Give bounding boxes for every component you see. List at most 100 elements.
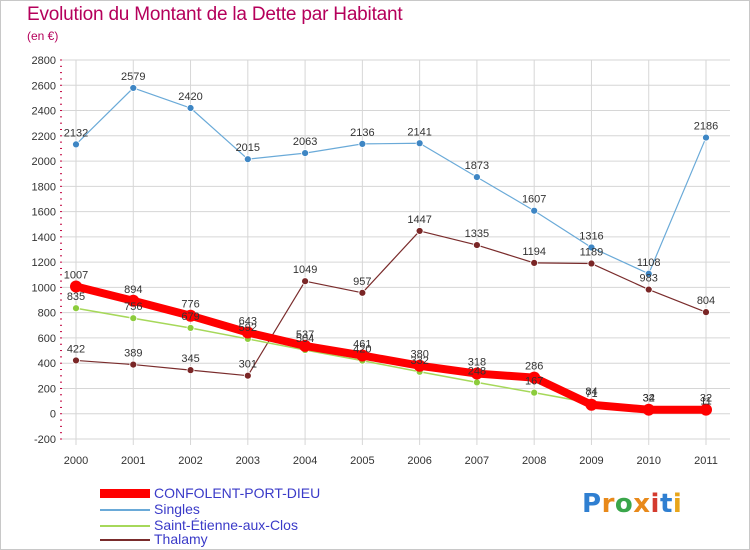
y-tick-label: 2000 [32, 156, 56, 168]
x-tick-label: 2004 [293, 455, 317, 467]
y-tick-label: 400 [38, 358, 56, 370]
data-label: 1049 [293, 264, 317, 276]
data-label: 71 [585, 388, 597, 400]
data-label: 420 [353, 344, 371, 356]
data-point-3 [186, 366, 195, 375]
y-tick-label: 1400 [32, 232, 56, 244]
series-line-1 [75, 87, 707, 275]
legend-label-singles: Singles [154, 501, 200, 517]
data-label: 1108 [637, 257, 661, 269]
data-point-2 [72, 304, 80, 313]
data-label: 422 [67, 343, 85, 355]
x-tick-label: 2001 [121, 455, 145, 467]
series-line-3 [75, 230, 707, 377]
x-tick-label: 2006 [407, 455, 431, 467]
data-label: 537 [296, 329, 314, 341]
data-label: 286 [525, 361, 543, 373]
data-label: 1316 [579, 230, 603, 242]
data-point-3 [644, 285, 653, 294]
data-label: 2579 [121, 71, 145, 83]
data-label: 957 [353, 276, 371, 288]
legend-swatch-confolent [100, 489, 150, 498]
data-point-2 [129, 314, 138, 323]
data-label: 318 [468, 357, 486, 369]
data-label: 643 [239, 316, 257, 328]
data-point-0 [470, 367, 483, 380]
y-tick-label: 2600 [32, 80, 56, 92]
brand-logo: Proxiti [582, 489, 682, 519]
data-point-0 [184, 309, 197, 322]
data-label: 389 [124, 348, 142, 360]
series-line-0 [72, 282, 710, 414]
data-label: 2141 [407, 126, 431, 138]
data-label: 2015 [236, 142, 260, 154]
data-label: 776 [181, 299, 199, 311]
data-point-0 [299, 339, 312, 352]
data-point-0 [585, 398, 598, 411]
data-point-0 [356, 349, 369, 362]
data-point-0 [642, 403, 655, 416]
data-point-3 [358, 288, 367, 297]
data-point-1 [358, 139, 367, 148]
data-point-0 [241, 326, 254, 339]
brand-logo-letter: i [672, 489, 683, 519]
x-tick-label: 2005 [350, 455, 374, 467]
y-tick-label: 2800 [32, 55, 56, 67]
legend-label-saint-etienne: Saint-Étienne-aux-Clos [154, 517, 298, 533]
x-tick-label: 2003 [236, 455, 260, 467]
data-point-3 [702, 308, 710, 317]
data-point-1 [301, 149, 309, 158]
brand-logo-letter: r [601, 489, 615, 519]
x-tick-label: 2009 [579, 455, 603, 467]
data-label: 2063 [293, 136, 317, 148]
data-label: 461 [353, 338, 371, 350]
data-label: 380 [410, 349, 428, 361]
y-tick-label: 0 [50, 409, 56, 421]
brand-logo-letter: P [582, 489, 602, 519]
data-label: 1007 [64, 270, 88, 282]
data-point-0 [700, 403, 712, 416]
brand-logo-letter: t [659, 489, 673, 519]
data-point-1 [702, 133, 710, 142]
data-point-0 [413, 359, 426, 372]
data-label: 1607 [522, 194, 546, 206]
data-label: 1873 [465, 160, 489, 172]
x-tick-label: 2010 [636, 455, 660, 467]
legend-swatch-singles [100, 509, 150, 511]
data-point-2 [186, 324, 195, 332]
data-point-0 [127, 294, 140, 307]
brand-logo-letter: i [650, 489, 660, 519]
data-label: 1194 [522, 246, 546, 258]
data-label: 1447 [407, 214, 431, 226]
x-tick-label: 2000 [64, 455, 88, 467]
y-tick-label: 1200 [32, 257, 56, 269]
data-label: 167 [525, 376, 543, 388]
data-label: 756 [124, 301, 142, 313]
data-point-1 [72, 140, 80, 149]
data-point-1 [473, 173, 481, 182]
y-tick-label: 1000 [32, 282, 56, 294]
y-tick-label: 800 [38, 308, 56, 320]
y-tick-label: 1600 [32, 207, 56, 219]
data-point-1 [186, 104, 195, 112]
data-point-3 [473, 241, 481, 249]
data-point-3 [530, 258, 539, 267]
data-point-1 [415, 139, 424, 148]
data-label: 301 [239, 359, 257, 371]
data-label: 804 [697, 295, 715, 307]
x-tick-label: 2002 [178, 455, 202, 467]
data-point-1 [243, 155, 252, 164]
y-tick-label: 2200 [32, 131, 56, 143]
data-point-2 [530, 388, 539, 397]
data-label: 2136 [350, 127, 374, 139]
data-label: 34 [643, 392, 655, 404]
data-label: 679 [181, 311, 199, 323]
x-tick-label: 2008 [522, 455, 546, 467]
brand-logo-letter: x [633, 489, 651, 519]
y-tick-label: 1800 [32, 181, 56, 193]
data-label: 1335 [465, 228, 489, 240]
legend-swatch-thalamy [100, 539, 150, 541]
data-label: 1189 [580, 247, 604, 259]
data-point-3 [243, 371, 252, 380]
data-point-0 [528, 371, 541, 384]
